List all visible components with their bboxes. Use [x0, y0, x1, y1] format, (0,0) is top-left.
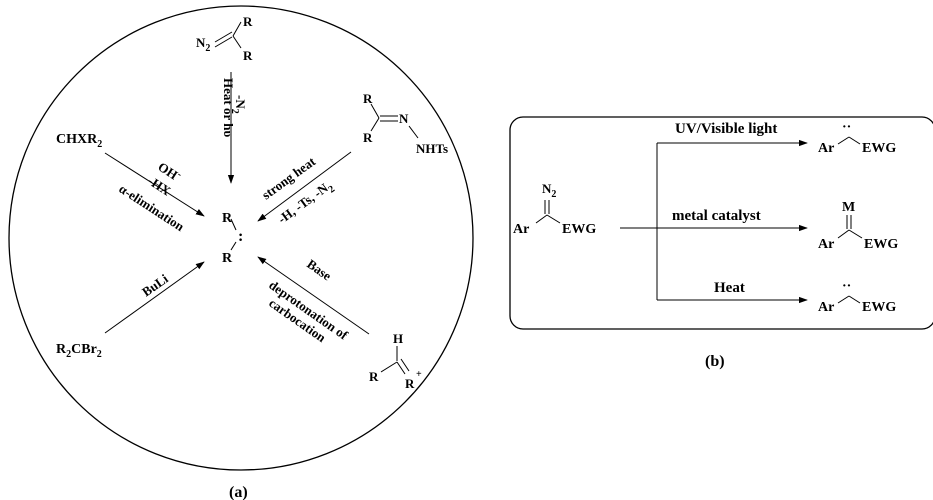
- product2-m: M: [842, 200, 855, 215]
- carbene-bond-bottom: [230, 241, 237, 251]
- panel-b: N2 Ar EWG UV/Visible light metal catalys…: [509, 116, 933, 370]
- product1-ar: Ar: [818, 141, 834, 156]
- product3-ewg: EWG: [862, 300, 896, 315]
- product-metal-carbene: M Ar EWG: [818, 200, 898, 252]
- carbocation-charge: +: [416, 369, 422, 380]
- hydrazone-r2: R: [363, 130, 373, 145]
- condition-heat: Heat: [714, 280, 745, 296]
- carbene-center: R R :: [222, 211, 243, 266]
- tosylhydrazone: R R N NHTs: [363, 91, 448, 156]
- hydrazone-nhts: NHTs: [416, 141, 448, 156]
- panel-a: R R : N2 R R Heat or hυ -N2 R R N: [8, 5, 474, 500]
- product1-lone-pair: ··: [842, 120, 851, 135]
- haloalkane-label: CHXR2: [56, 132, 102, 150]
- hydrazone-r1: R: [363, 91, 373, 106]
- condition-uv: UV/Visible light: [675, 121, 777, 137]
- product2-ewg: EWG: [864, 237, 898, 252]
- product-free-carbene-heat: Ar ·· EWG: [818, 279, 896, 315]
- carbene-bond-top: [230, 218, 237, 231]
- arrow-hydrazone: [257, 151, 352, 222]
- dibromide-label: R2CBr2: [56, 342, 102, 360]
- hydrazone-n: N: [399, 111, 409, 126]
- carbocation-r1: R: [369, 369, 379, 384]
- dibromide-condition: BuLi: [139, 271, 171, 300]
- panel-b-frame: [509, 116, 933, 330]
- diazo-condition-2: -N2: [229, 95, 248, 114]
- caption-b: (b): [705, 353, 725, 370]
- product1-ewg: EWG: [862, 141, 896, 156]
- carbocation-r2: R: [405, 376, 415, 391]
- outer-circle: [8, 5, 474, 471]
- carbocation-condition-1: Base: [304, 256, 334, 283]
- carbene-r-bottom: R: [222, 251, 233, 266]
- arrow-haloalkane: [104, 152, 205, 217]
- carbocation-h: H: [393, 331, 403, 346]
- diazo-n2: N2: [196, 35, 210, 54]
- arrow-dibromide: [104, 261, 205, 334]
- diazo-r1: R: [243, 14, 253, 29]
- arrow-carbocation: [257, 256, 370, 335]
- condition-metal: metal catalyst: [672, 208, 761, 224]
- product3-ar: Ar: [818, 300, 834, 315]
- product2-ar: Ar: [818, 237, 834, 252]
- carbene-r-top: R: [222, 211, 233, 226]
- reactant-n2: N2: [542, 181, 556, 200]
- product-free-carbene-uv: Ar ·· EWG: [818, 120, 896, 156]
- caption-a: (a): [229, 484, 248, 500]
- diazo-condition-1: Heat or hυ: [221, 78, 236, 137]
- diazo-reactant: N2 Ar EWG: [513, 181, 596, 237]
- reactant-ewg: EWG: [562, 222, 596, 237]
- diazo-compound: N2 R R: [196, 14, 253, 63]
- carbene-lone-pair: :: [238, 228, 243, 245]
- diazo-r2: R: [243, 48, 253, 63]
- reactant-ar: Ar: [513, 222, 529, 237]
- carbocation: H R R +: [369, 331, 422, 391]
- product3-lone-pair: ··: [842, 279, 851, 294]
